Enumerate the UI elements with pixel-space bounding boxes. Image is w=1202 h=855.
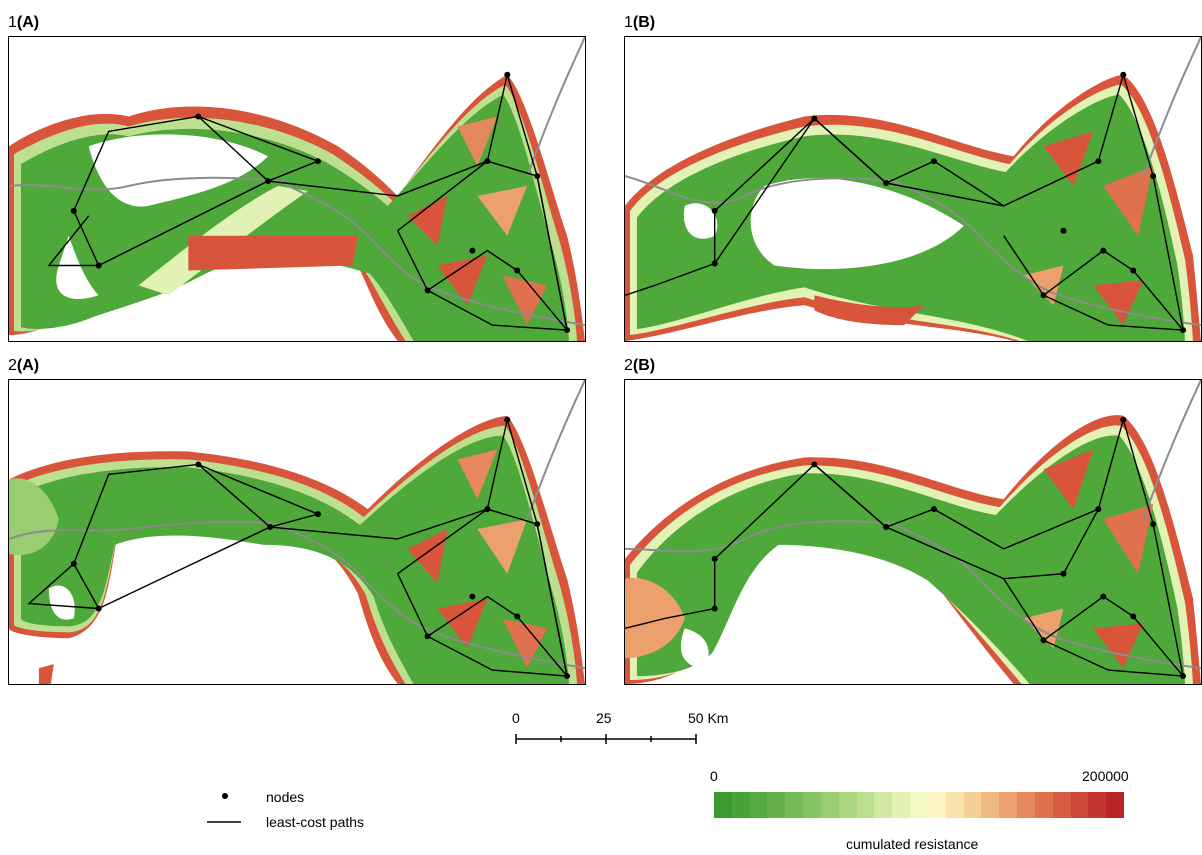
colorbar-swatch	[820, 792, 839, 818]
colorbar-swatch	[856, 792, 875, 818]
colorbar-max-label: 200000	[1082, 768, 1129, 784]
colorbar-swatch	[1088, 792, 1107, 818]
border-line-1a-east	[526, 37, 585, 177]
colorbar-swatch	[1106, 792, 1125, 818]
panel-label-2a: 2(A)	[8, 357, 40, 374]
border-line-2b-east	[1142, 380, 1201, 520]
colorbar-min-label: 0	[710, 768, 718, 784]
border-line-2a	[9, 521, 585, 670]
map-panel-1a	[8, 36, 586, 342]
resistance-surface-2a	[9, 415, 585, 684]
nodes-1a	[70, 71, 571, 334]
legend-symbols	[207, 793, 241, 823]
colorbar-swatch	[785, 792, 804, 818]
colorbar	[714, 792, 1125, 818]
colorbar-swatch	[945, 792, 964, 818]
colorbar-swatch	[1052, 792, 1071, 818]
map-1a-svg	[9, 37, 585, 341]
colorbar-swatch	[927, 792, 946, 818]
colorbar-swatch	[749, 792, 768, 818]
scale-label-50: 50 Km	[688, 710, 729, 726]
panel-label-2b: 2(B)	[624, 357, 656, 374]
legend-node-symbol	[222, 793, 228, 799]
colorbar-swatch	[838, 792, 857, 818]
panel-label-1a: 1(A)	[8, 14, 40, 31]
legend-nodes-label: nodes	[266, 789, 305, 805]
map-2b-svg	[625, 380, 1201, 684]
colorbar-swatch	[892, 792, 911, 818]
border-line-1b	[625, 175, 1201, 327]
scale-bar: 0 25 50 Km	[508, 710, 738, 750]
scale-label-0: 0	[512, 710, 520, 726]
nodes-1b	[711, 71, 1187, 334]
nodes-2b	[711, 416, 1187, 680]
scale-label-25: 25	[596, 710, 612, 726]
colorbar-swatch	[910, 792, 928, 818]
border-line-1b-east	[1142, 37, 1201, 177]
map-panel-1b	[624, 36, 1202, 342]
colorbar-swatch	[1017, 792, 1035, 818]
colorbar-swatch	[714, 792, 732, 818]
border-line-2a-east	[526, 380, 585, 520]
colorbar-swatch	[874, 792, 893, 818]
colorbar-swatch	[1034, 792, 1053, 818]
resistance-surface-2b	[625, 415, 1201, 684]
colorbar-swatch	[1070, 792, 1089, 818]
colorbar-swatch	[731, 792, 750, 818]
border-line-1a	[9, 176, 585, 327]
resistance-surface-1b	[625, 74, 1201, 341]
colorbar-title: cumulated resistance	[846, 836, 979, 852]
map-panel-2a	[8, 379, 586, 685]
nodes-2a	[70, 416, 571, 680]
scale-bar-line	[515, 734, 697, 744]
colorbar-swatch	[999, 792, 1018, 818]
colorbar-swatch	[963, 792, 982, 818]
panel-label-1b: 1(B)	[624, 14, 656, 31]
colorbar-swatch	[803, 792, 821, 818]
map-1b-svg	[625, 37, 1201, 341]
map-2a-svg	[9, 380, 585, 684]
colorbar-swatch	[981, 792, 1000, 818]
legend-paths-label: least-cost paths	[266, 814, 365, 830]
map-panel-2b	[624, 379, 1202, 685]
resistance-surface-1a	[9, 74, 585, 341]
colorbar-swatch	[767, 792, 786, 818]
